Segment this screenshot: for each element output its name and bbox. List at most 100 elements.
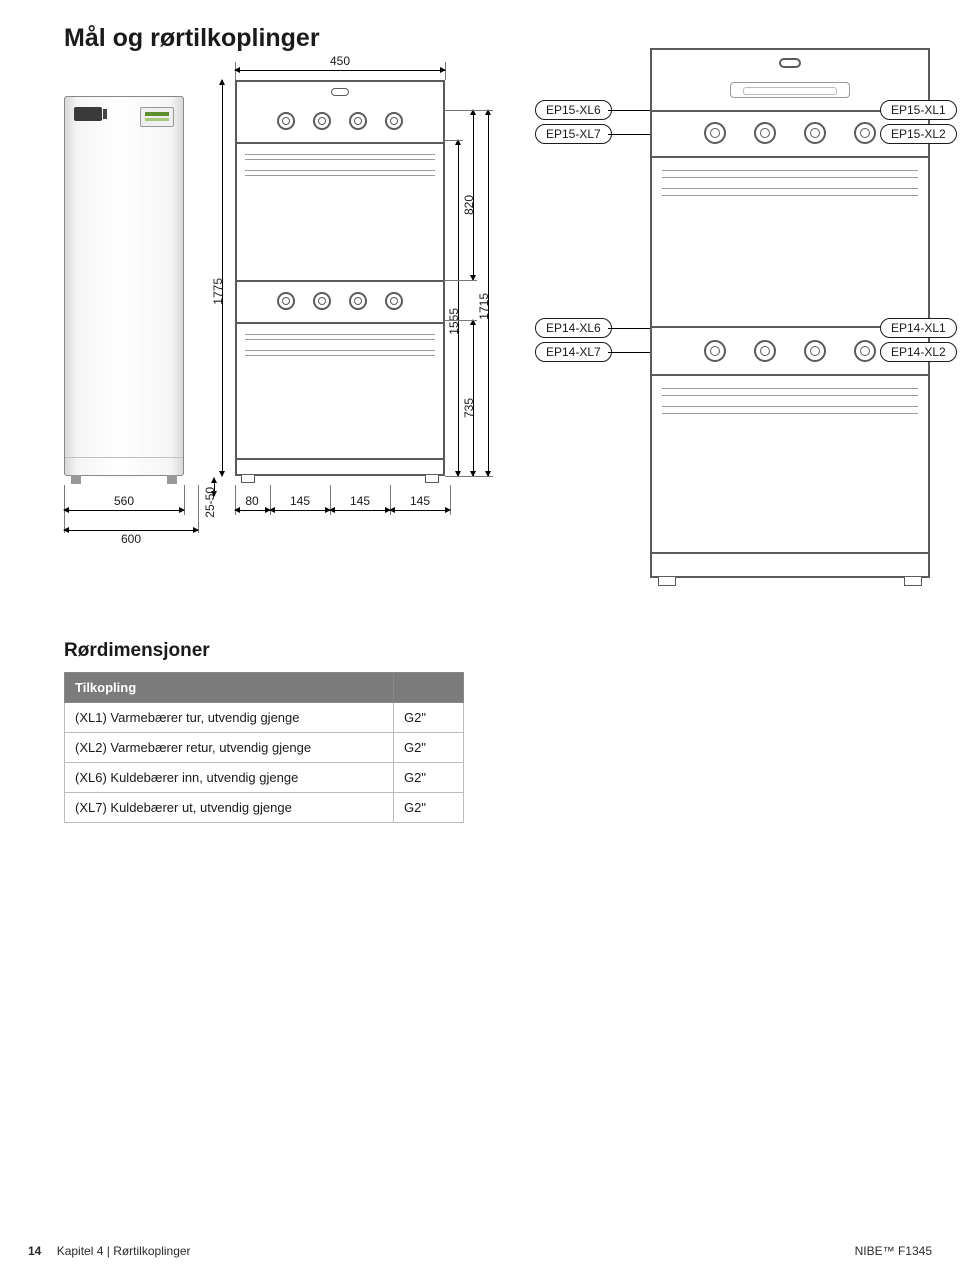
label-ep15-xl6: EP15-XL6 (535, 100, 612, 120)
dim-145b (330, 510, 390, 511)
cell-label: (XL1) Varmebærer tur, utvendig gjenge (65, 703, 394, 733)
connector-icon (277, 292, 295, 310)
panel-row (662, 406, 918, 414)
label-ep14-xl1: EP14-XL1 (880, 318, 957, 338)
table-header-blank (394, 673, 464, 703)
connector-icon (385, 112, 403, 130)
slot-icon (730, 82, 850, 98)
label-ep14-xl2: EP14-XL2 (880, 342, 957, 362)
display-icon (140, 107, 174, 127)
conn-row-lower (237, 292, 443, 310)
foot-icon (425, 474, 439, 483)
divider (652, 156, 928, 158)
panel-row (662, 188, 918, 196)
page-title: Mål og rørtilkoplinger (64, 24, 320, 53)
dim-145a (270, 510, 330, 511)
label-ep15-xl1: EP15-XL1 (880, 100, 957, 120)
conn-row-upper (237, 112, 443, 130)
connector-icon (804, 340, 826, 362)
dim-label: 1715 (477, 293, 491, 320)
panel-row (245, 170, 435, 176)
footer-product: NIBE™ F1345 (855, 1244, 932, 1258)
cell-label: (XL2) Varmebærer retur, utvendig gjenge (65, 733, 394, 763)
dim-label: 600 (121, 532, 141, 546)
lead-line (608, 110, 650, 111)
connector-icon (854, 122, 876, 144)
lead-line (608, 134, 650, 135)
table-row: (XL1) Varmebærer tur, utvendig gjengeG2" (65, 703, 464, 733)
dim-label: 145 (350, 494, 370, 508)
connector-icon (313, 112, 331, 130)
label-ep14-xl6: EP14-XL6 (535, 318, 612, 338)
dim-depth-outer (64, 530, 198, 531)
chapter-label: Kapitel 4 | Rørtilkoplinger (57, 1244, 191, 1258)
table-row: (XL6) Kuldebærer inn, utvendig gjengeG2" (65, 763, 464, 793)
cell-value: G2" (394, 733, 464, 763)
divider (652, 374, 928, 376)
connector-icon (854, 340, 876, 362)
ext-line (445, 320, 477, 321)
dim-label: 1775 (211, 278, 225, 305)
dim-depth (64, 510, 184, 511)
connector-icon (385, 292, 403, 310)
cell-value: G2" (394, 793, 464, 823)
cell-value: G2" (394, 763, 464, 793)
foot-icon (241, 474, 255, 483)
ext-line (445, 110, 493, 111)
foot-icon (71, 475, 81, 484)
lead-line (608, 352, 650, 353)
connector-icon (754, 122, 776, 144)
tech-drawing-cabinet (235, 80, 445, 476)
foot-icon (658, 576, 676, 586)
dim-label: 450 (330, 54, 350, 68)
ext-line (198, 485, 199, 533)
panel-row (245, 334, 435, 340)
top-plug-icon (779, 58, 801, 68)
dim-label: 1555 (447, 308, 461, 335)
foot-icon (904, 576, 922, 586)
dim-label: 145 (410, 494, 430, 508)
foot-icon (167, 475, 177, 484)
panel-row (245, 154, 435, 160)
connector-icon (704, 122, 726, 144)
table-row: (XL2) Varmebærer retur, utvendig gjengeG… (65, 733, 464, 763)
panel-row (662, 170, 918, 178)
lead-line (608, 328, 650, 329)
dim-top-width (235, 70, 445, 71)
ext-line (445, 476, 493, 477)
pipe-dim-table: Tilkopling (XL1) Varmebærer tur, utvendi… (64, 672, 464, 823)
connector-icon (277, 112, 295, 130)
page-number: 14 (28, 1244, 41, 1258)
dim-label: 735 (462, 398, 476, 418)
dim-label: 145 (290, 494, 310, 508)
connector-icon (313, 292, 331, 310)
cell-value: G2" (394, 703, 464, 733)
side-unit (64, 96, 184, 476)
table-row: (XL7) Kuldebærer ut, utvendig gjengeG2" (65, 793, 464, 823)
section-heading: Rørdimensjoner (64, 640, 210, 662)
cell-label: (XL6) Kuldebærer inn, utvendig gjenge (65, 763, 394, 793)
cell-label: (XL7) Kuldebærer ut, utvendig gjenge (65, 793, 394, 823)
panel-row (245, 350, 435, 356)
seam (65, 457, 183, 458)
top-plug-icon (331, 88, 349, 96)
divider (237, 142, 443, 144)
divider (652, 552, 928, 554)
connector-icon (754, 340, 776, 362)
connector-icon (349, 112, 367, 130)
connector-icon (704, 340, 726, 362)
divider (237, 280, 443, 282)
dim-label: 560 (114, 494, 134, 508)
page-footer: 14 Kapitel 4 | Rørtilkoplinger NIBE™ F13… (0, 1244, 960, 1258)
dim-label: 25-50 (203, 487, 217, 518)
label-ep15-xl2: EP15-XL2 (880, 124, 957, 144)
panel-row (662, 388, 918, 396)
brand-plate-icon (74, 107, 102, 121)
label-ep14-xl7: EP14-XL7 (535, 342, 612, 362)
ext-line (445, 140, 463, 141)
divider (237, 322, 443, 324)
footer-left: 14 Kapitel 4 | Rørtilkoplinger (28, 1244, 191, 1258)
dim-145c (390, 510, 450, 511)
dim-80 (235, 510, 270, 511)
table-header: Tilkopling (65, 673, 394, 703)
